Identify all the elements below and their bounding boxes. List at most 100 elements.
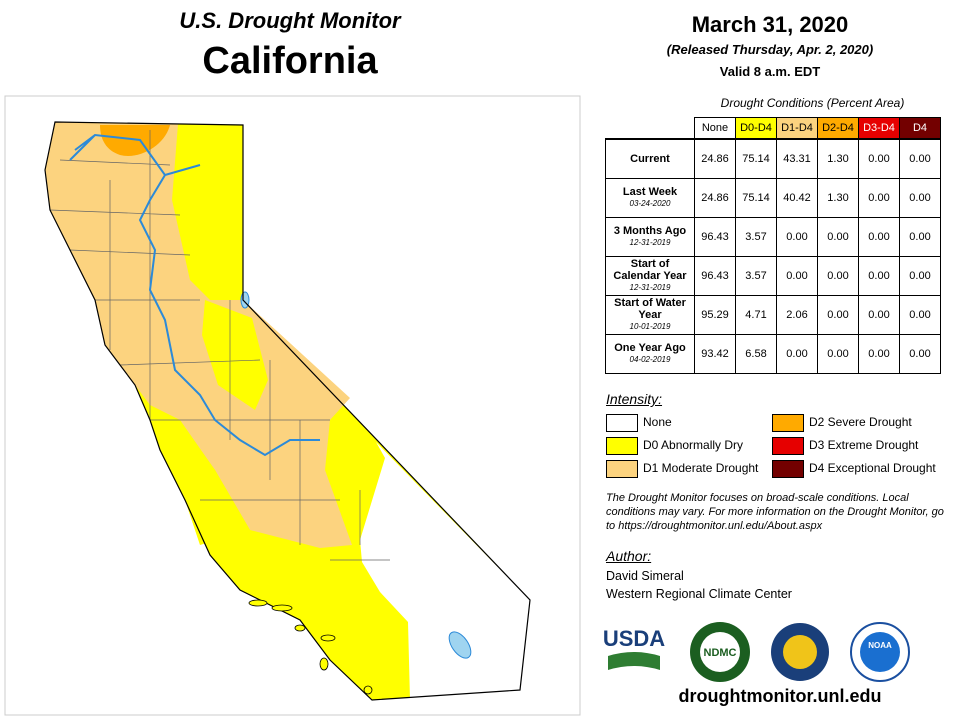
- map: [4, 95, 581, 716]
- column-header: D2-D4: [817, 117, 859, 140]
- table-cell: 96.43: [694, 217, 736, 257]
- legend-label: D0 Abnormally Dry: [643, 438, 744, 452]
- legend-swatch: [772, 437, 804, 455]
- logo-noaa-center: [860, 632, 900, 672]
- table-cell: 0.00: [817, 334, 859, 374]
- table-row: Start of Water Year 10-01-2019 95.29 4.71 2.…: [605, 295, 941, 335]
- outline: [44, 121, 531, 701]
- legend-swatch: [772, 414, 804, 432]
- logo-ndmc: NDMC: [704, 647, 737, 659]
- logo-ndmc-center: [700, 632, 740, 672]
- legend-label: D4 Exceptional Drought: [809, 461, 936, 475]
- table-cell: 3.57: [735, 217, 777, 257]
- note: The Drought Monitor focuses on broad-sca…: [606, 492, 944, 532]
- legend-label: D3 Extreme Drought: [809, 438, 919, 452]
- table-row: Current 24.86 75.14 43.31 1.30 0.00 0.00: [605, 138, 941, 179]
- d0-coast: [150, 405, 250, 545]
- column-header: None: [694, 117, 736, 140]
- state-name: California: [202, 40, 378, 82]
- logo-commerce-center: [783, 635, 817, 669]
- d2-area: [100, 125, 170, 156]
- legend-swatch: [606, 460, 638, 478]
- legend-swatch: [772, 460, 804, 478]
- title: U.S. Drought Monitor: [179, 8, 401, 33]
- row-date: 12-31-2019: [629, 238, 671, 247]
- table-cell: 0.00: [899, 256, 941, 296]
- table-cell: 0.00: [899, 334, 941, 374]
- d1-area: [45, 122, 352, 548]
- table-caption: Drought Conditions (Percent Area): [720, 96, 905, 110]
- row-date: 04-02-2019: [629, 355, 671, 364]
- row-label-cell: Start of Water Year 10-01-2019: [605, 295, 695, 335]
- conditions-table: None D0-D4 D1-D4 D2-D4 D3-D4 D4 Current 24.86 75…: [605, 117, 941, 374]
- row-label-cell: Current: [605, 138, 695, 179]
- table-cell: 3.57: [735, 256, 777, 296]
- row-label-cell: Start of Calendar Year 12-31-2019: [605, 256, 695, 296]
- table-cell: 40.42: [776, 178, 818, 218]
- table-cell: 1.30: [817, 138, 859, 179]
- none-area: [360, 442, 530, 700]
- rivers: [69, 133, 320, 457]
- table-cell: 2.06: [776, 295, 818, 335]
- row-label: 3 Months Ago: [613, 225, 687, 237]
- legend-swatch: [606, 437, 638, 455]
- islands: [248, 599, 373, 695]
- column-header: D1-D4: [776, 117, 818, 140]
- row-label-cell: Last Week 03-24-2020: [605, 178, 695, 218]
- legend-label: D1 Moderate Drought: [643, 461, 759, 475]
- table-row: Start of Calendar Year 12-31-2019 96.43 3.5…: [605, 256, 941, 296]
- row-label: Start of Water Year: [614, 297, 686, 321]
- table-cell: 93.42: [694, 334, 736, 374]
- table-cell: 0.00: [899, 217, 941, 257]
- table-cell: 0.00: [858, 295, 900, 335]
- column-header: D3-D4: [858, 117, 900, 140]
- table-cell: 0.00: [858, 178, 900, 218]
- table-cell: 95.29: [694, 295, 736, 335]
- table-row: Last Week 03-24-2020 24.86 75.14 40.42 1.30 0.…: [605, 178, 941, 218]
- legend-title: Intensity:: [606, 391, 663, 407]
- table-cell: 0.00: [899, 295, 941, 335]
- row-label: Last Week: [622, 186, 678, 198]
- row-date: 12-31-2019: [629, 283, 671, 292]
- table-cell: 24.86: [694, 138, 736, 179]
- table-row: 3 Months Ago 12-31-2019 96.43 3.57 0.00 0.00 0…: [605, 217, 941, 257]
- table-cell: 0.00: [858, 334, 900, 374]
- release-date: (Released Thursday, Apr. 2, 2020): [666, 42, 874, 57]
- legend-label: None: [643, 415, 672, 429]
- website: droughtmonitor.unl.edu: [678, 686, 882, 706]
- author-name: David Simeral: [606, 569, 684, 583]
- row-label-cell: One Year Ago 04-02-2019: [605, 334, 695, 374]
- valid-time: Valid 8 a.m. EDT: [719, 64, 821, 79]
- table-cell: 0.00: [858, 256, 900, 296]
- blank-cell: [606, 118, 695, 140]
- table-cell: 24.86: [694, 178, 736, 218]
- row-label: Start of Calendar Year: [613, 258, 687, 282]
- county-lines: [49, 130, 390, 561]
- table-cell: 1.30: [817, 178, 859, 218]
- column-header: D0-D4: [735, 117, 777, 140]
- author-title: Author:: [606, 548, 652, 564]
- table-cell: 75.14: [735, 178, 777, 218]
- table-cell: 0.00: [776, 334, 818, 374]
- map-date: March 31, 2020: [691, 12, 849, 37]
- table-cell: 43.31: [776, 138, 818, 179]
- legend-label: D2 Severe Drought: [809, 415, 912, 429]
- table-cell: 0.00: [858, 138, 900, 179]
- table-cell: 75.14: [735, 138, 777, 179]
- table-cell: 0.00: [899, 138, 941, 179]
- row-label: Current: [630, 153, 670, 165]
- logos: USDA NDMC NOAA: [603, 622, 910, 682]
- table-cell: 6.58: [735, 334, 777, 374]
- legend-swatch: [606, 414, 638, 432]
- row-label: One Year Ago: [614, 342, 686, 354]
- logo-noaa: NOAA: [868, 641, 892, 650]
- row-date: 03-24-2020: [629, 199, 671, 208]
- salton-sea: [448, 631, 472, 659]
- author-org: Western Regional Climate Center: [606, 587, 792, 601]
- table-cell: 0.00: [776, 217, 818, 257]
- row-date: 10-01-2019: [629, 322, 671, 331]
- table-cell: 4.71: [735, 295, 777, 335]
- logo-usda-field: [608, 652, 660, 670]
- table-cell: 0.00: [817, 256, 859, 296]
